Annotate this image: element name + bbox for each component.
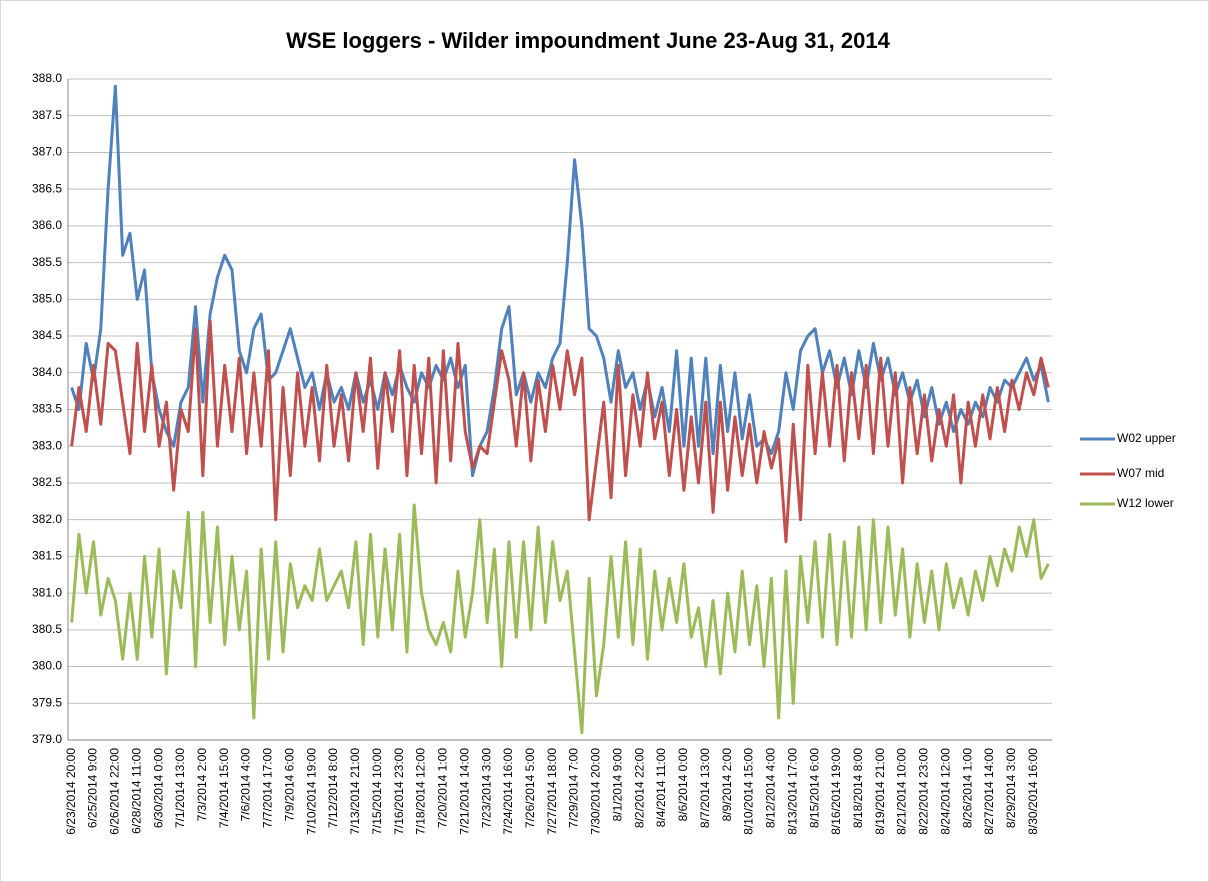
x-tick-label: 8/12/2014 4:00 [764,748,778,828]
y-tick-label: 387.5 [32,108,62,122]
chart-title: WSE loggers - Wilder impoundment June 23… [286,28,890,53]
y-tick-label: 386.0 [32,218,62,232]
x-tick-label: 7/4/2014 15:00 [217,748,231,828]
x-tick-label: 8/4/2014 11:00 [654,748,668,828]
x-tick-label: 8/30/2014 16:00 [1026,748,1040,835]
y-tick-label: 384.0 [32,365,62,379]
x-tick-label: 8/10/2014 15:00 [742,748,756,835]
x-tick-label: 7/15/2014 10:00 [370,748,384,835]
x-tick-label: 8/6/2014 0:00 [676,748,690,822]
x-tick-label: 6/28/2014 11:00 [129,748,143,834]
legend-label: W07 mid [1117,466,1164,480]
x-tick-label: 7/10/2014 19:00 [304,748,318,835]
x-tick-label: 7/12/2014 8:00 [326,748,340,828]
y-tick-label: 380.5 [32,622,62,636]
x-tick-label: 8/9/2014 2:00 [720,748,734,822]
data-line [70,319,1050,544]
y-tick-label: 388.0 [32,71,62,85]
x-tick-label: 7/13/2014 21:00 [348,748,362,835]
x-tick-label: 8/19/2014 21:00 [873,748,887,835]
x-tick-label: 7/23/2014 3:00 [479,748,493,828]
x-tick-label: 7/3/2014 2:00 [195,748,209,822]
data-line [70,84,1050,478]
x-tick-label: 8/29/2014 3:00 [1004,748,1018,828]
y-tick-label: 379.5 [32,695,62,709]
x-tick-label: 8/18/2014 8:00 [851,748,865,828]
x-tick-label: 6/25/2014 9:00 [86,748,100,828]
x-tick-label: 7/21/2014 14:00 [457,748,471,835]
x-tick-label: 8/13/2014 17:00 [785,748,799,835]
y-tick-label: 381.5 [32,549,62,563]
y-tick-label: 382.5 [32,475,62,489]
x-tick-label: 8/16/2014 19:00 [829,748,843,835]
y-tick-label: 382.0 [32,512,62,526]
x-tick-label: 7/29/2014 7:00 [567,748,581,828]
y-tick-label: 385.5 [32,255,62,269]
x-tick-label: 7/18/2014 12:00 [414,748,428,835]
y-tick-label: 385.0 [32,292,62,306]
y-tick-label: 383.5 [32,402,62,416]
x-tick-label: 8/26/2014 1:00 [960,748,974,828]
x-tick-label: 8/2/2014 22:00 [632,748,646,828]
x-tick-label: 8/7/2014 13:00 [698,748,712,828]
y-tick-label: 380.0 [32,659,62,673]
x-tick-label: 7/24/2014 16:00 [501,748,515,835]
y-tick-label: 381.0 [32,585,62,599]
data-line [70,503,1050,735]
x-tick-label: 8/21/2014 10:00 [895,748,909,835]
x-tick-label: 7/30/2014 20:00 [589,748,603,835]
y-tick-label: 384.5 [32,328,62,342]
x-tick-label: 8/24/2014 12:00 [938,748,952,835]
y-tick-label: 379.0 [32,732,62,746]
x-tick-label: 7/7/2014 17:00 [261,748,275,828]
legend-label: W12 lower [1117,496,1174,510]
y-tick-label: 386.5 [32,181,62,195]
x-tick-label: 7/27/2014 18:00 [545,748,559,835]
x-tick-label: 7/1/2014 13:00 [173,748,187,828]
x-tick-label: 8/27/2014 14:00 [982,748,996,835]
y-tick-label: 383.0 [32,438,62,452]
x-tick-label: 7/16/2014 23:00 [392,748,406,835]
x-tick-label: 8/22/2014 23:00 [917,748,931,835]
x-tick-label: 6/26/2014 22:00 [108,748,122,835]
x-tick-label: 6/30/2014 0:00 [151,748,165,828]
x-tick-label: 7/26/2014 5:00 [523,748,537,828]
x-tick-label: 7/20/2014 1:00 [436,748,450,828]
x-tick-label: 7/9/2014 6:00 [282,748,296,822]
x-tick-label: 8/1/2014 9:00 [610,748,624,822]
legend-label: W02 upper [1117,431,1176,445]
y-tick-label: 387.0 [32,145,62,159]
x-tick-label: 7/6/2014 4:00 [239,748,253,822]
x-tick-label: 6/23/2014 20:00 [64,748,78,835]
x-tick-label: 8/15/2014 6:00 [807,748,821,828]
